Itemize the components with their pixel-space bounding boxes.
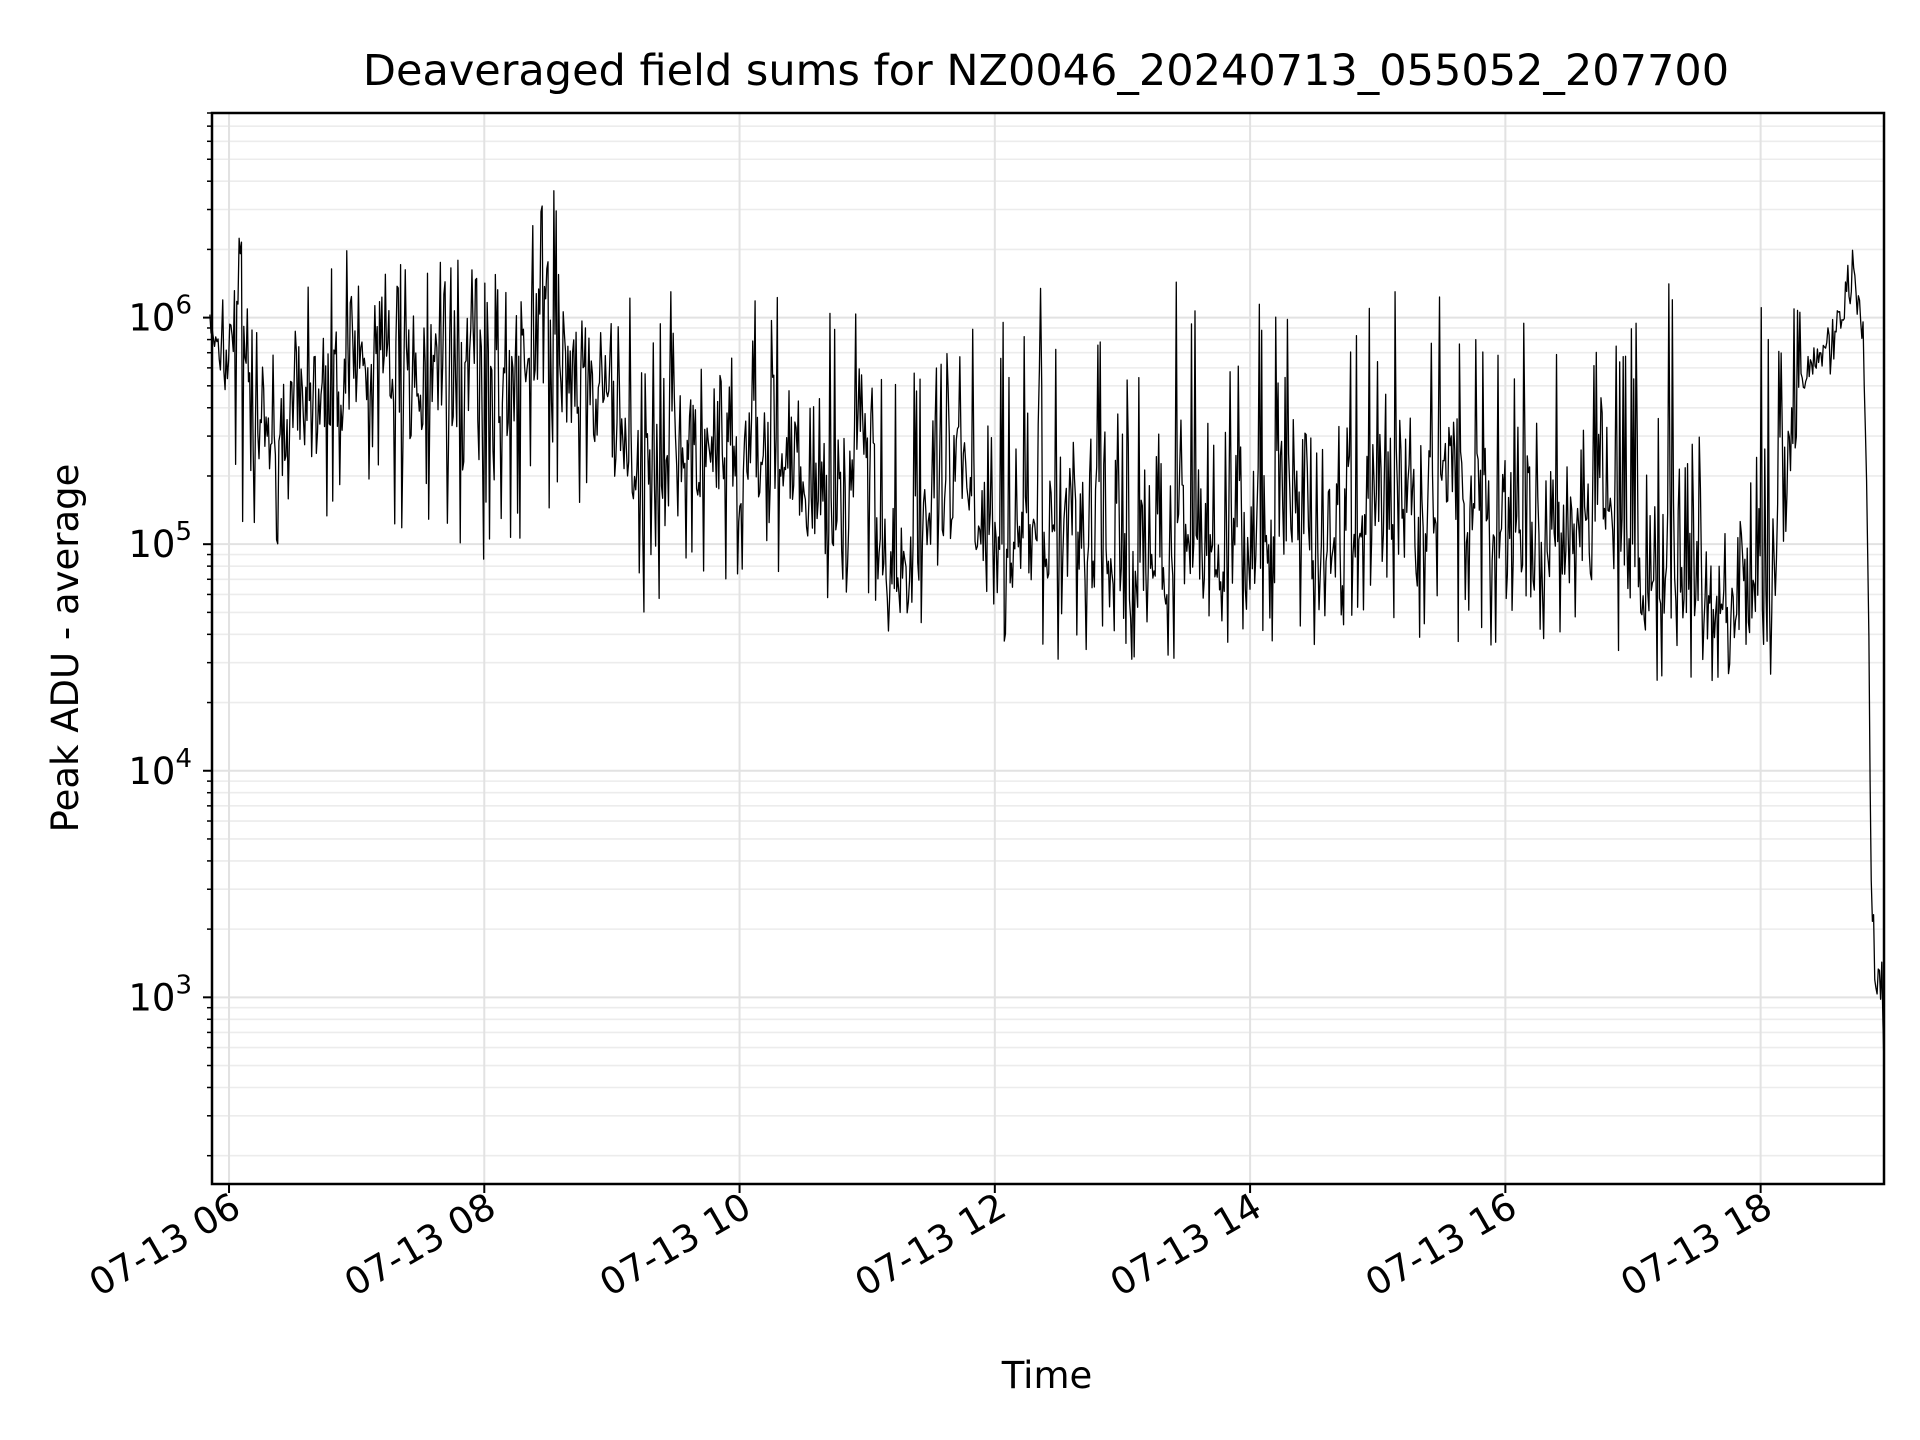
- grid-layer: [212, 112, 1884, 1184]
- series-layer: [209, 190, 1885, 1066]
- y-tick-label: 103: [128, 970, 192, 1019]
- y-tick-label: 106: [128, 291, 192, 340]
- y-tick-label: 104: [128, 744, 192, 793]
- plot-frame: [210, 111, 1886, 1186]
- chart-title: Deaveraged field sums for NZ0046_2024071…: [363, 46, 1729, 96]
- series-line-0: [209, 190, 1885, 1066]
- y-tick-label: 105: [128, 517, 192, 566]
- y-axis-label: Peak ADU - average: [44, 464, 87, 833]
- x-axis-label: Time: [1001, 1354, 1093, 1397]
